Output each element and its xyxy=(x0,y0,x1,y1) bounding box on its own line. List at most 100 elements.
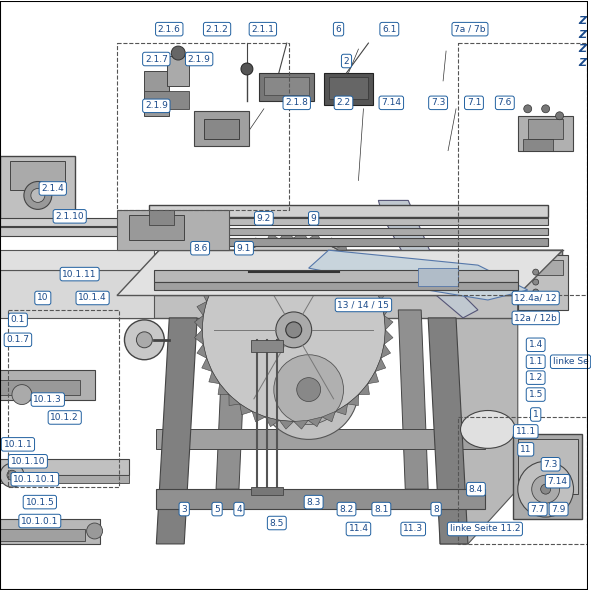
Polygon shape xyxy=(118,210,229,250)
Polygon shape xyxy=(118,250,563,295)
Polygon shape xyxy=(202,288,212,301)
Text: 7.14: 7.14 xyxy=(548,477,567,486)
Bar xyxy=(150,206,548,217)
Text: 10.1.10.1: 10.1.10.1 xyxy=(13,475,56,483)
Bar xyxy=(157,489,485,509)
Circle shape xyxy=(532,289,538,295)
Polygon shape xyxy=(194,316,203,330)
Polygon shape xyxy=(375,288,386,301)
Text: 5: 5 xyxy=(214,505,220,514)
Text: 2.1.9: 2.1.9 xyxy=(188,54,210,63)
Text: 4: 4 xyxy=(236,505,242,514)
Polygon shape xyxy=(157,430,485,449)
Circle shape xyxy=(286,322,301,338)
Text: 9.1: 9.1 xyxy=(237,243,251,253)
Polygon shape xyxy=(384,330,393,344)
Polygon shape xyxy=(197,344,207,358)
Text: 8.6: 8.6 xyxy=(193,243,207,253)
Bar xyxy=(144,71,169,116)
Text: 8.4: 8.4 xyxy=(469,485,483,493)
Text: 9: 9 xyxy=(311,214,317,223)
Bar xyxy=(259,73,314,101)
Polygon shape xyxy=(518,255,567,310)
Text: 2.1.9: 2.1.9 xyxy=(145,101,168,111)
Bar xyxy=(129,238,548,246)
Bar xyxy=(10,161,65,190)
Circle shape xyxy=(259,340,359,439)
Circle shape xyxy=(532,475,560,503)
Bar xyxy=(329,77,368,99)
Polygon shape xyxy=(518,250,563,318)
Bar xyxy=(0,155,74,230)
Bar xyxy=(194,111,249,145)
Circle shape xyxy=(274,355,343,424)
Text: 7.3: 7.3 xyxy=(431,98,445,108)
Bar xyxy=(129,228,548,235)
Polygon shape xyxy=(118,250,563,295)
Text: 2.1.8: 2.1.8 xyxy=(285,98,308,108)
Polygon shape xyxy=(384,316,393,330)
Bar xyxy=(518,439,577,494)
Circle shape xyxy=(542,105,550,113)
Text: 12.4a/ 12: 12.4a/ 12 xyxy=(514,294,557,303)
Text: 2.1.1: 2.1.1 xyxy=(251,25,274,34)
Text: 8.5: 8.5 xyxy=(269,518,284,528)
Text: Z: Z xyxy=(579,58,587,68)
Text: 2.1.10: 2.1.10 xyxy=(56,212,84,221)
Bar xyxy=(167,56,189,86)
Text: linke Se: linke Se xyxy=(553,357,589,366)
Circle shape xyxy=(202,238,385,421)
Polygon shape xyxy=(154,270,518,282)
Circle shape xyxy=(31,189,45,202)
Circle shape xyxy=(137,332,152,348)
Text: 7.6: 7.6 xyxy=(498,98,512,108)
Polygon shape xyxy=(294,230,308,239)
Text: Z: Z xyxy=(579,16,587,26)
Polygon shape xyxy=(240,404,252,415)
Text: linke Seite 11.2: linke Seite 11.2 xyxy=(450,524,520,534)
Polygon shape xyxy=(335,404,348,415)
Polygon shape xyxy=(428,318,468,544)
Text: 1.5: 1.5 xyxy=(528,390,543,399)
Text: 0.1.7: 0.1.7 xyxy=(7,335,30,345)
Bar xyxy=(458,417,587,544)
Text: 11.3: 11.3 xyxy=(403,524,423,534)
Bar xyxy=(523,139,553,151)
Polygon shape xyxy=(265,233,280,243)
Text: 8.3: 8.3 xyxy=(307,498,321,506)
Circle shape xyxy=(12,385,32,404)
Text: 10.1.2: 10.1.2 xyxy=(50,413,79,422)
Text: 11.4: 11.4 xyxy=(349,524,368,534)
Text: 1.1: 1.1 xyxy=(528,357,543,366)
Polygon shape xyxy=(280,420,294,429)
Circle shape xyxy=(24,181,52,209)
Text: 10.1.3: 10.1.3 xyxy=(34,395,62,404)
Text: 7.7: 7.7 xyxy=(531,505,545,514)
Polygon shape xyxy=(240,245,252,256)
Bar xyxy=(251,340,282,352)
Text: 8: 8 xyxy=(433,505,439,514)
Bar xyxy=(0,228,134,236)
Bar xyxy=(458,43,587,295)
Text: 9.2: 9.2 xyxy=(256,214,271,223)
Bar xyxy=(0,218,134,226)
Polygon shape xyxy=(154,282,518,290)
Polygon shape xyxy=(0,270,154,318)
Polygon shape xyxy=(322,411,335,422)
Polygon shape xyxy=(229,254,240,265)
Polygon shape xyxy=(398,310,428,489)
Polygon shape xyxy=(0,250,154,270)
Text: 1.4: 1.4 xyxy=(528,340,543,349)
Bar xyxy=(0,379,80,395)
Bar xyxy=(418,268,458,286)
Text: Z: Z xyxy=(579,44,587,54)
Text: 2.1.2: 2.1.2 xyxy=(206,25,229,34)
Polygon shape xyxy=(216,310,247,489)
Bar xyxy=(204,119,239,139)
Bar xyxy=(144,91,189,109)
Polygon shape xyxy=(118,295,518,318)
Polygon shape xyxy=(348,395,359,405)
Polygon shape xyxy=(359,265,369,276)
Text: 0.1: 0.1 xyxy=(11,316,25,324)
Polygon shape xyxy=(359,384,369,395)
